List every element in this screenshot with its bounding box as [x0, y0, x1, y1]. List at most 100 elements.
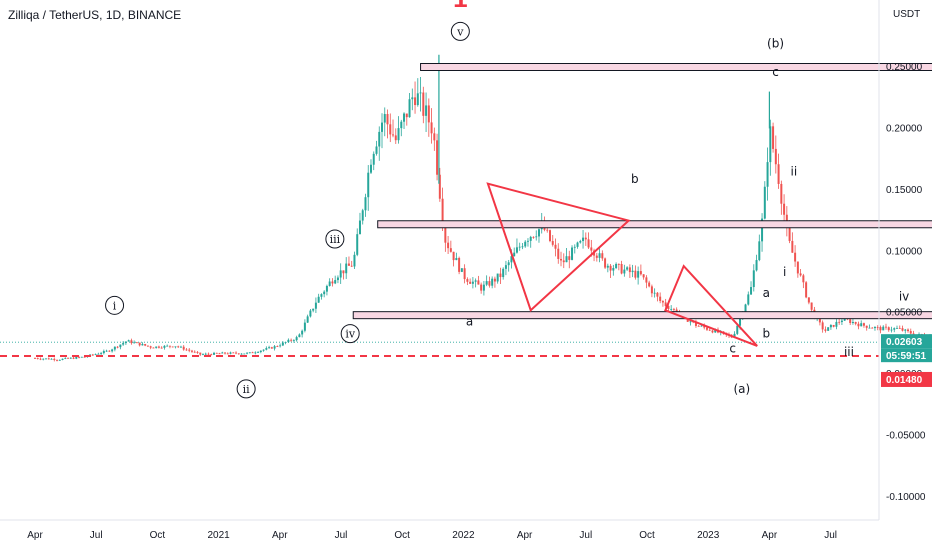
candle-body — [237, 353, 240, 355]
candle-body — [204, 353, 207, 355]
wave-label: i — [113, 299, 117, 312]
wave-label: iv — [345, 328, 356, 341]
candle-body — [171, 346, 174, 348]
candle-body — [201, 354, 204, 356]
wave-label: b — [763, 327, 771, 341]
candle-body — [254, 352, 257, 354]
candle-body — [639, 271, 642, 275]
candle-body — [378, 131, 381, 147]
candle-body — [215, 352, 218, 354]
candle-body — [268, 347, 271, 349]
candle-body — [615, 263, 618, 269]
candle-body — [750, 287, 753, 295]
candle-body — [761, 218, 764, 242]
candle-body — [854, 322, 857, 324]
candle-body — [91, 354, 94, 356]
candle-body — [36, 358, 39, 359]
candle-body — [626, 267, 629, 270]
candle-body — [871, 327, 874, 329]
price-layer — [34, 54, 932, 362]
candle-body — [582, 237, 585, 242]
candle-body — [303, 322, 306, 331]
candle-body — [166, 345, 169, 347]
candle-body — [163, 345, 166, 348]
candle-body — [601, 253, 604, 259]
candle-body — [896, 328, 899, 329]
candle-body — [444, 223, 447, 243]
y-tick-label: 0.25000 — [886, 62, 923, 73]
wave-circle — [450, 21, 470, 41]
candle-body — [794, 252, 797, 262]
candle-body — [122, 343, 125, 345]
candle-body — [606, 265, 609, 268]
time-axis[interactable]: Apr Jul Oct 2021 Apr Jul Oct 2022 Apr Jul Oct 2023 A… — [0, 519, 879, 541]
candle-body — [893, 328, 896, 330]
candle-body — [609, 265, 612, 271]
triangle-pattern — [486, 182, 631, 313]
candle-body — [177, 346, 180, 348]
candle-body — [824, 329, 827, 331]
zone-box — [352, 311, 932, 320]
candle-body — [427, 105, 430, 123]
candle-body — [105, 350, 108, 352]
candle-body — [857, 323, 860, 327]
candle-body — [375, 146, 378, 154]
candle-body — [774, 148, 777, 165]
candle-body — [441, 198, 444, 224]
candle-body — [769, 126, 772, 163]
candle-body — [389, 124, 392, 135]
candle-body — [537, 229, 540, 237]
x-tick-label: Apr — [27, 530, 43, 541]
candle-body — [358, 220, 361, 235]
y-tick-label: -0.10000 — [886, 492, 926, 503]
candle-body — [752, 270, 755, 288]
candle-body — [642, 274, 645, 278]
candle-body — [832, 324, 835, 327]
candle-body — [111, 349, 114, 352]
x-tick-label: Jul — [579, 530, 592, 541]
candle-body — [182, 346, 185, 350]
candle-body — [579, 241, 582, 243]
candle-body — [83, 356, 86, 358]
candle-body — [235, 352, 238, 354]
candle-body — [78, 357, 81, 358]
candle-body — [301, 330, 304, 335]
candle-body — [405, 113, 408, 118]
candle-body — [433, 133, 436, 141]
candle-body — [270, 347, 273, 349]
candle-body — [133, 342, 136, 344]
candle-body — [488, 281, 491, 286]
price-axis[interactable]: USDT 0.25000 0.20000 0.15000 0.10000 0.05000… — [878, 0, 932, 520]
candle-body — [119, 344, 122, 348]
candle-body — [361, 210, 364, 221]
candle-body — [653, 292, 656, 294]
candle-body — [661, 301, 664, 303]
candle-body — [174, 346, 177, 348]
candle-body — [47, 358, 50, 360]
candle-body — [637, 271, 640, 278]
candle-body — [146, 345, 149, 347]
candle-body — [898, 328, 901, 329]
candle-body — [100, 353, 103, 354]
candle-body — [711, 330, 714, 333]
candle-body — [518, 246, 521, 248]
candle-body — [276, 346, 279, 347]
candle-body — [887, 327, 890, 331]
candle-body — [342, 270, 345, 274]
candle-body — [504, 265, 507, 269]
candle-body — [449, 248, 452, 252]
candle-body — [279, 345, 282, 347]
candle-body — [840, 320, 843, 323]
candle-body — [480, 284, 483, 291]
candle-body — [499, 273, 502, 278]
candle-body — [548, 230, 551, 242]
candle-body — [584, 237, 587, 240]
candle-body — [631, 270, 634, 273]
candle-body — [97, 353, 100, 355]
candle-body — [135, 342, 138, 344]
candle-body — [758, 241, 761, 261]
candle-body — [634, 270, 637, 278]
candle-body — [463, 268, 466, 280]
candle-body — [347, 263, 350, 266]
